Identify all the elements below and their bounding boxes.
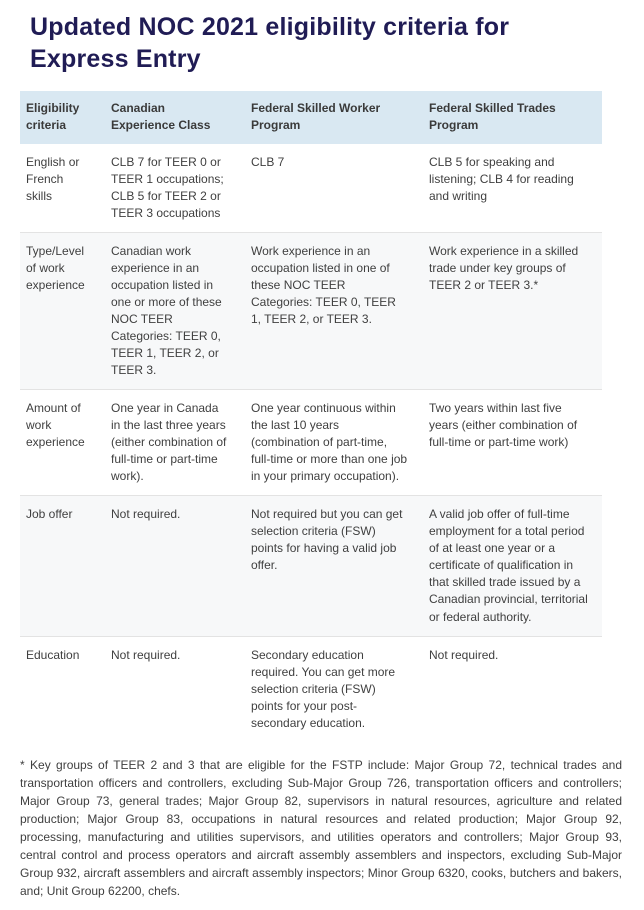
table-row-job-offer: Job offer Not required. Not required but…	[20, 495, 602, 637]
cell-cec: CLB 7 for TEER 0 or TEER 1 occupations; …	[111, 154, 224, 220]
fstp-key-groups-footnote: * Key groups of TEER 2 and 3 that are el…	[20, 757, 622, 898]
row-label: English or French skills	[26, 154, 80, 203]
cell-fswp: One year continuous within the last 10 y…	[251, 401, 408, 484]
column-header-eligibility-criteria: Eligibility criteria	[20, 91, 105, 144]
row-label: Job offer	[26, 507, 73, 522]
cell-fstp: Two years within last five years (either…	[429, 401, 578, 450]
column-header-canadian-experience-class: Canadian Experience Class	[105, 91, 245, 144]
cell-cec: One year in Canada in the last three yea…	[111, 401, 227, 484]
table-row-language-skills: English or French skills CLB 7 for TEER …	[20, 143, 602, 233]
row-label: Amount of work experience	[26, 401, 85, 450]
row-label: Education	[26, 647, 80, 662]
column-header-federal-skilled-worker-program: Federal Skilled Worker Program	[245, 91, 423, 144]
column-header-federal-skilled-trades-program: Federal Skilled Trades Program	[423, 91, 602, 144]
page-title: Updated NOC 2021 eligibility criteria fo…	[30, 13, 510, 73]
cell-fstp: CLB 5 for speaking and listening; CLB 4 …	[429, 154, 574, 203]
cell-cec: Not required.	[111, 647, 181, 662]
cell-fswp: Secondary education required. You can ge…	[251, 647, 396, 730]
cell-fswp: Not required but you can get selection c…	[251, 507, 403, 573]
cell-fstp: A valid job offer of full-time employmen…	[429, 507, 588, 624]
table-row-work-experience-type: Type/Level of work experience Canadian w…	[20, 232, 602, 390]
table-row-work-experience-amount: Amount of work experience One year in Ca…	[20, 389, 602, 496]
cell-cec: Not required.	[111, 507, 181, 522]
table-header-row: Eligibility criteria Canadian Experience…	[20, 91, 602, 144]
cell-fswp: CLB 7	[251, 154, 285, 169]
table-row-education: Education Not required. Secondary educat…	[20, 636, 602, 742]
cell-fstp: Work experience in a skilled trade under…	[429, 243, 579, 292]
cell-fswp: Work experience in an occupation listed …	[251, 243, 396, 327]
row-label: Type/Level of work experience	[26, 243, 85, 292]
cell-cec: Canadian work experience in an occupatio…	[111, 243, 222, 378]
eligibility-criteria-table: Eligibility criteria Canadian Experience…	[20, 91, 602, 742]
cell-fstp: Not required.	[429, 647, 499, 662]
